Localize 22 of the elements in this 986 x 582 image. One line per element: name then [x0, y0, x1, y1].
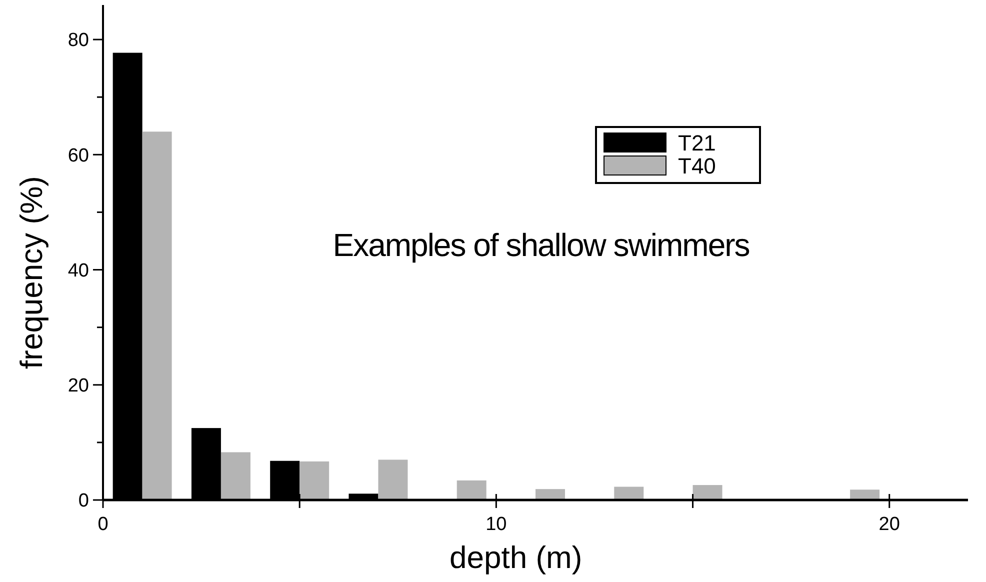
- bar: [142, 132, 172, 500]
- y-tick-label: 80: [68, 30, 89, 52]
- y-tick-label: 40: [68, 260, 89, 282]
- y-tick-label: 0: [78, 490, 89, 512]
- x-tick-label: 0: [98, 514, 108, 535]
- bar: [300, 461, 330, 500]
- y-tick-label: 20: [68, 376, 89, 397]
- bar: [692, 485, 722, 500]
- x-axis-title: depth (m): [450, 540, 582, 575]
- bar: [536, 489, 565, 500]
- bar: [220, 452, 250, 500]
- bar: [614, 486, 644, 500]
- y-axis-title: frequency (%): [14, 176, 49, 369]
- bar: [456, 480, 486, 500]
- legend-label: T21: [678, 130, 716, 156]
- x-tick-label: 10: [486, 514, 507, 535]
- annotation: Examples of shallow swimmers: [332, 227, 750, 263]
- bar: [378, 460, 408, 500]
- y-tick-label: 60: [68, 145, 89, 166]
- bar: [850, 490, 880, 500]
- legend-label: T40: [678, 154, 716, 179]
- x-tick-label: 20: [878, 514, 900, 535]
